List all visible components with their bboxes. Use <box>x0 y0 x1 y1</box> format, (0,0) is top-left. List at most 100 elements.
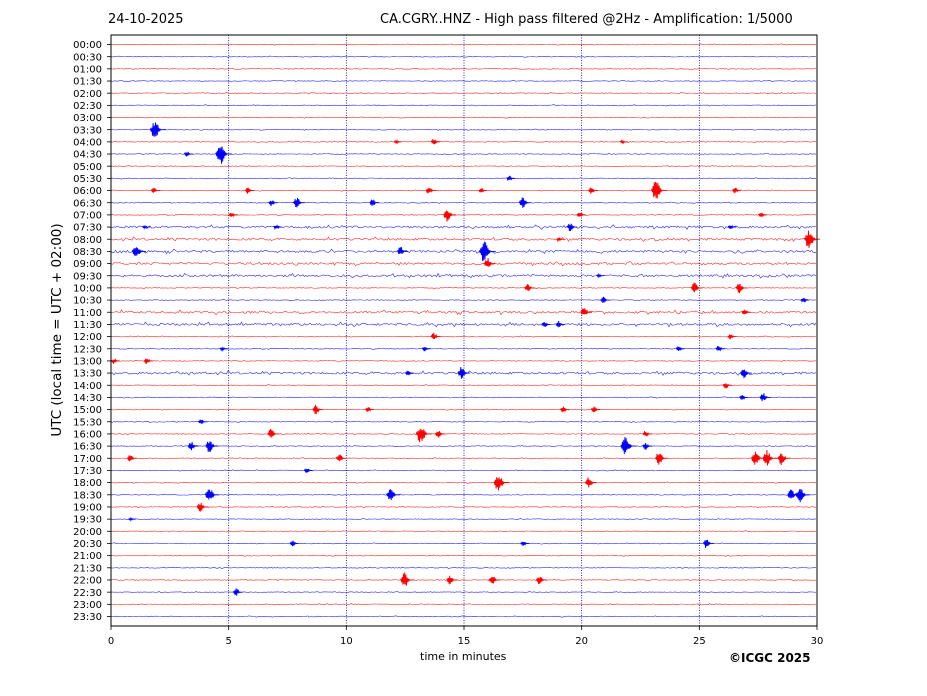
trace-row-0330 <box>110 128 817 131</box>
date-label: 24-10-2025 <box>108 12 184 27</box>
seismic-event <box>197 419 208 425</box>
grid-layer <box>228 35 700 626</box>
y-tick-label: 00:30 <box>73 52 102 63</box>
seismic-event <box>430 139 440 145</box>
seismic-event <box>690 282 703 293</box>
seismic-event <box>149 122 166 137</box>
seismic-event <box>556 236 565 243</box>
y-tick-label: 19:30 <box>73 515 102 526</box>
seismic-event <box>524 284 536 291</box>
seismic-event <box>795 489 810 503</box>
seismic-event <box>143 358 153 365</box>
y-tick-label: 13:30 <box>73 369 102 380</box>
seismic-event <box>478 241 496 261</box>
y-tick-label: 14:30 <box>73 393 102 404</box>
trace-row-1830 <box>110 493 817 496</box>
seismic-event <box>803 230 820 249</box>
trace-row-1230 <box>110 347 817 350</box>
y-tick-label: 03:00 <box>73 113 102 124</box>
seismic-event <box>219 346 228 352</box>
seismic-event <box>580 308 592 315</box>
y-tick-label: 15:30 <box>73 417 102 428</box>
seismic-event <box>735 283 748 294</box>
y-tick-label: 08:30 <box>73 247 102 258</box>
seismic-event <box>273 224 282 231</box>
trace-row-2130 <box>110 566 817 569</box>
seismic-event <box>142 225 151 230</box>
seismic-event <box>415 428 432 443</box>
trace-row-1000 <box>110 286 817 289</box>
trace-row-0530 <box>110 177 817 180</box>
seismic-event <box>244 187 255 194</box>
seismic-event <box>642 442 653 450</box>
seismic-event <box>228 212 238 218</box>
y-tick-label: 04:00 <box>73 137 102 148</box>
seismic-event <box>758 212 767 218</box>
trace-row-0030 <box>110 55 817 58</box>
seismic-event <box>732 187 741 194</box>
trace-row-0400 <box>110 140 816 143</box>
seismic-event <box>292 197 305 208</box>
seismic-event <box>289 540 299 547</box>
seismic-event <box>369 199 380 206</box>
trace-row-0230 <box>111 104 817 107</box>
trace-row-2000 <box>110 530 817 533</box>
trace-row-1700 <box>110 457 817 460</box>
y-tick-label: 09:30 <box>73 271 102 282</box>
trace-row-1900 <box>110 505 817 509</box>
y-tick-label: 20:00 <box>73 527 102 538</box>
seismic-event <box>702 539 714 549</box>
y-tick-label: 11:30 <box>73 320 102 331</box>
seismic-event <box>204 489 219 500</box>
seismic-event <box>541 322 551 328</box>
trace-row-1730 <box>110 469 817 472</box>
seismic-event <box>312 404 324 415</box>
trace-row-2300 <box>110 603 817 606</box>
x-tick-label: 0 <box>108 636 114 647</box>
trace-row-0200 <box>110 92 817 95</box>
trace-layer <box>110 43 820 618</box>
trace-row-1400 <box>110 384 817 387</box>
y-tick-label: 10:30 <box>73 296 102 307</box>
seismic-event <box>588 187 598 194</box>
seismic-event <box>741 309 751 315</box>
seismic-event <box>560 406 570 413</box>
trace-row-2200 <box>110 578 817 582</box>
y-tick-label: 22:30 <box>73 588 102 599</box>
seismic-event <box>268 200 278 207</box>
seismic-event <box>642 430 652 437</box>
seismic-event <box>619 138 628 145</box>
trace-row-0700 <box>110 213 817 216</box>
y-tick-label: 02:00 <box>73 89 102 100</box>
x-tick-label: 30 <box>811 636 824 647</box>
trace-row-0300 <box>110 116 817 119</box>
y-tick-label: 18:30 <box>73 490 102 501</box>
y-tick-label: 05:30 <box>73 174 102 185</box>
trace-row-1300 <box>110 359 817 363</box>
x-tick-label: 10 <box>340 636 353 647</box>
seismic-event <box>576 212 586 218</box>
x-tick-label: 15 <box>458 636 471 647</box>
y-tick-label: 13:00 <box>73 357 102 368</box>
y-tick-label: 05:00 <box>73 162 102 173</box>
y-tick-label: 12:30 <box>73 344 102 355</box>
y-tick-label: 03:30 <box>73 125 102 136</box>
y-tick-label: 20:30 <box>73 539 102 550</box>
seismic-event <box>131 247 146 256</box>
seismic-event <box>759 393 771 402</box>
seismic-event <box>446 575 458 585</box>
y-tick-label: 11:00 <box>73 308 102 319</box>
y-tick-label: 12:00 <box>73 332 102 343</box>
y-tick-label: 21:00 <box>73 551 102 562</box>
seismic-event <box>555 321 565 328</box>
seismic-event <box>128 516 136 522</box>
y-tick-label: 08:00 <box>73 235 102 246</box>
seismic-event <box>443 210 456 222</box>
seismic-event <box>650 181 667 199</box>
y-tick-label: 17:00 <box>73 454 102 465</box>
trace-row-1030 <box>110 299 817 302</box>
seismic-event <box>183 151 194 157</box>
y-tick-label: 16:00 <box>73 430 102 441</box>
